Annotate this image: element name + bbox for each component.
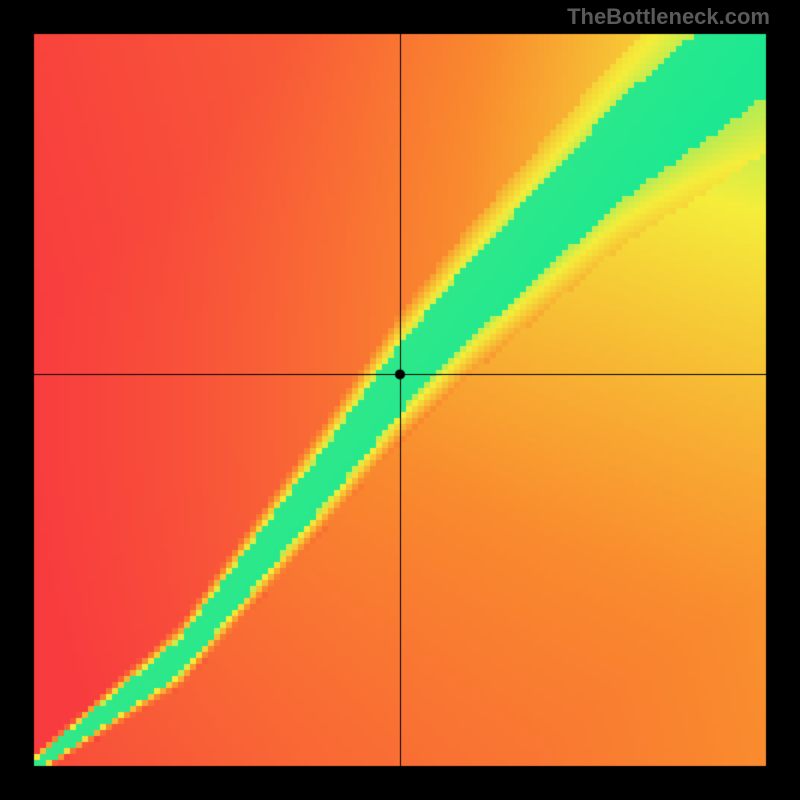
chart-container: { "watermark": { "text": "TheBottleneck.… — [0, 0, 800, 800]
watermark-text: TheBottleneck.com — [567, 4, 770, 30]
heatmap-canvas — [0, 0, 800, 800]
